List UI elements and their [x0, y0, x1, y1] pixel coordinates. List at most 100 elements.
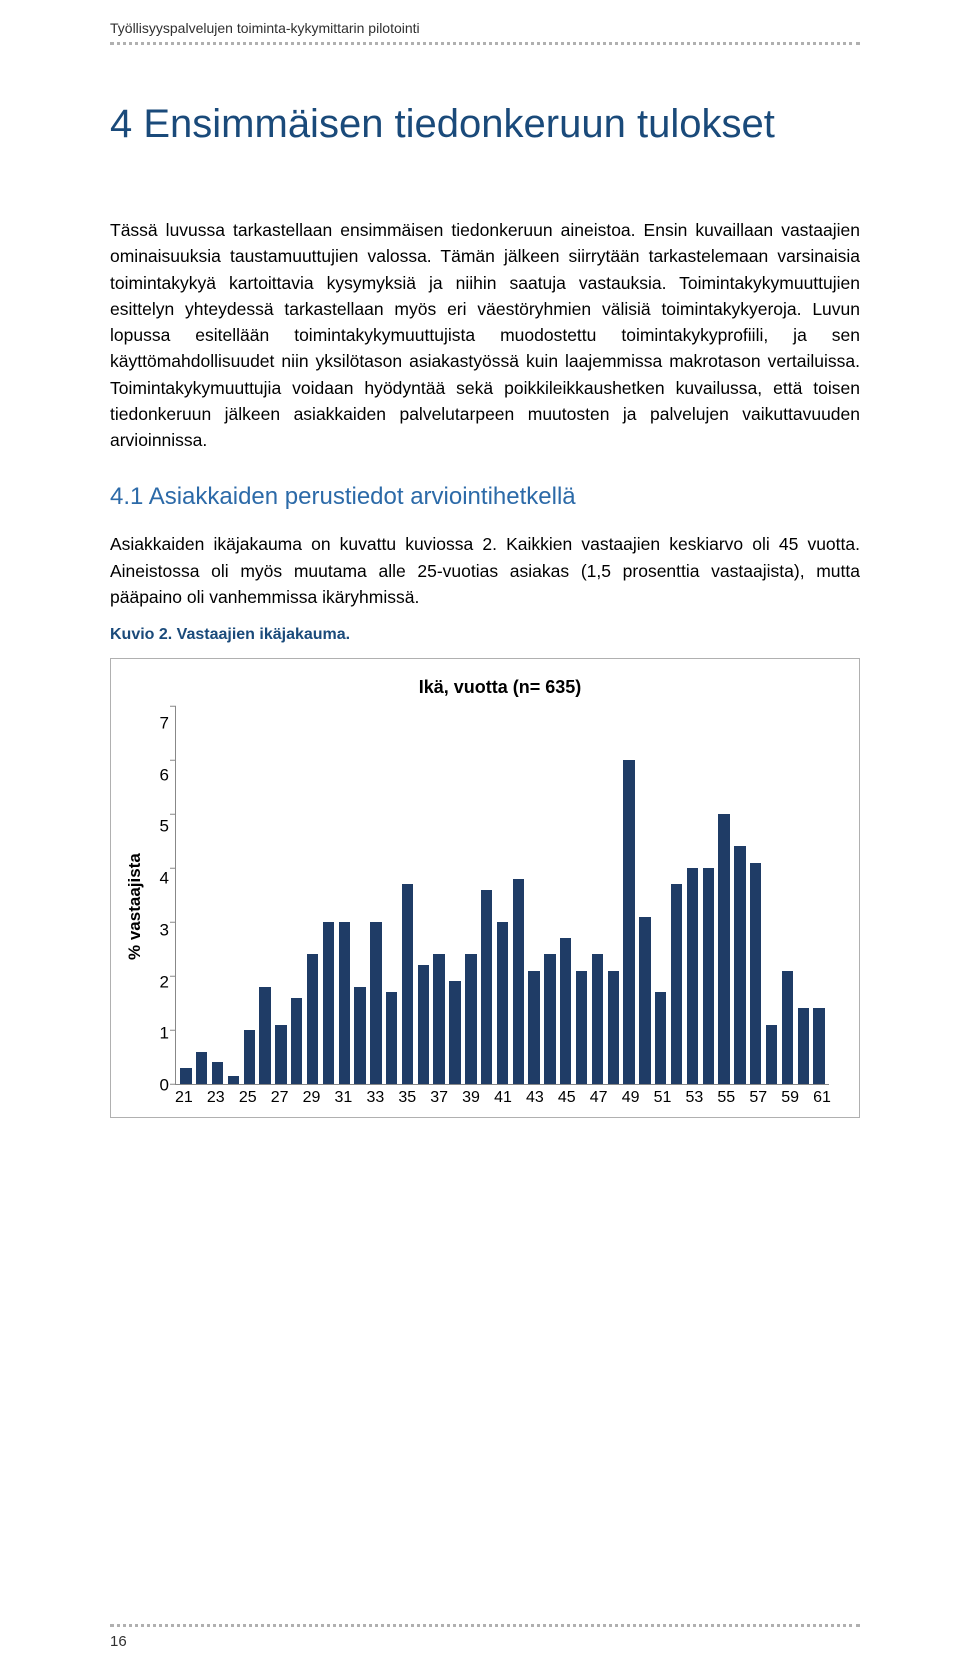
- y-tick: 6: [149, 766, 169, 783]
- bar: [180, 1068, 191, 1084]
- x-tick: 47: [590, 1089, 606, 1107]
- bar-slot: [241, 706, 257, 1084]
- x-tick: 51: [654, 1089, 670, 1107]
- bar-slot: [764, 706, 780, 1084]
- x-tick: 41: [494, 1089, 510, 1107]
- bar-slot: [210, 706, 226, 1084]
- bar: [750, 863, 761, 1084]
- x-tick: [606, 1089, 622, 1107]
- section-heading: 4.1 Asiakkaiden perustiedot arviointihet…: [110, 483, 860, 511]
- x-tick: [701, 1089, 717, 1107]
- bar: [766, 1025, 777, 1084]
- age-distribution-chart: Ikä, vuotta (n= 635) % vastaajista 01234…: [110, 658, 860, 1118]
- bars-area: [175, 706, 829, 1085]
- x-tick: 25: [239, 1089, 255, 1107]
- bar: [433, 954, 444, 1084]
- x-tick: 55: [717, 1089, 733, 1107]
- bar: [608, 971, 619, 1084]
- x-tick: [191, 1089, 207, 1107]
- bar-slot: [384, 706, 400, 1084]
- bar-slot: [669, 706, 685, 1084]
- x-tick: [478, 1089, 494, 1107]
- bar-slot: [368, 706, 384, 1084]
- bar-slot: [289, 706, 305, 1084]
- bar-slot: [590, 706, 606, 1084]
- x-tick: 27: [271, 1089, 287, 1107]
- bar-slot: [542, 706, 558, 1084]
- bar: [275, 1025, 286, 1084]
- bar-slot: [621, 706, 637, 1084]
- bar-slot: [320, 706, 336, 1084]
- x-axis-ticks: 2123252729313335373941434547495153555759…: [175, 1085, 829, 1107]
- bar: [244, 1030, 255, 1084]
- x-tick: 37: [430, 1089, 446, 1107]
- x-tick: [287, 1089, 303, 1107]
- x-tick: 57: [749, 1089, 765, 1107]
- bar-slot: [336, 706, 352, 1084]
- x-tick: [223, 1089, 239, 1107]
- bar: [671, 884, 682, 1084]
- bar: [576, 971, 587, 1084]
- bar: [782, 971, 793, 1084]
- bar-slot: [352, 706, 368, 1084]
- y-tick: 2: [149, 973, 169, 990]
- bar-slot: [447, 706, 463, 1084]
- x-tick: 45: [558, 1089, 574, 1107]
- bar: [259, 987, 270, 1084]
- bar: [196, 1052, 207, 1084]
- x-tick: 35: [398, 1089, 414, 1107]
- x-tick: 61: [813, 1089, 829, 1107]
- bar: [402, 884, 413, 1084]
- x-tick: 33: [366, 1089, 382, 1107]
- bar: [528, 971, 539, 1084]
- x-tick: 43: [526, 1089, 542, 1107]
- chapter-title: 4 Ensimmäisen tiedonkeruun tulokset: [110, 101, 860, 147]
- bar-slot: [305, 706, 321, 1084]
- page-footer: 16: [0, 1624, 960, 1650]
- x-tick: [733, 1089, 749, 1107]
- y-tick: 3: [149, 921, 169, 938]
- x-tick: [670, 1089, 686, 1107]
- bar: [307, 954, 318, 1084]
- bar-slot: [574, 706, 590, 1084]
- bar: [212, 1062, 223, 1084]
- bar: [449, 981, 460, 1084]
- x-tick: [510, 1089, 526, 1107]
- bar-slot: [811, 706, 827, 1084]
- bar-slot: [605, 706, 621, 1084]
- bar-slot: [716, 706, 732, 1084]
- bar: [798, 1008, 809, 1084]
- bar: [323, 922, 334, 1084]
- y-axis-label: % vastaajista: [121, 706, 149, 1107]
- bar-slot: [637, 706, 653, 1084]
- y-tick: 7: [149, 715, 169, 732]
- bar-slot: [510, 706, 526, 1084]
- y-tick: 5: [149, 818, 169, 835]
- bar: [718, 814, 729, 1084]
- bar: [481, 890, 492, 1084]
- x-tick: 23: [207, 1089, 223, 1107]
- x-tick: 49: [622, 1089, 638, 1107]
- figure-caption: Kuvio 2. Vastaajien ikäjakauma.: [110, 626, 860, 644]
- bar: [418, 965, 429, 1084]
- bar-slot: [558, 706, 574, 1084]
- bar-slot: [225, 706, 241, 1084]
- bar-slot: [526, 706, 542, 1084]
- bar-slot: [653, 706, 669, 1084]
- x-tick: [797, 1089, 813, 1107]
- x-tick: [255, 1089, 271, 1107]
- bar: [370, 922, 381, 1084]
- bar-slot: [257, 706, 273, 1084]
- x-tick: 31: [335, 1089, 351, 1107]
- y-axis-ticks: 01234567: [149, 706, 175, 1085]
- x-tick: [765, 1089, 781, 1107]
- page-number: 16: [110, 1633, 860, 1650]
- y-tick: 4: [149, 870, 169, 887]
- x-tick: 59: [781, 1089, 797, 1107]
- bar-slot: [431, 706, 447, 1084]
- bar-slot: [685, 706, 701, 1084]
- bar-slot: [700, 706, 716, 1084]
- running-header: Työllisyyspalvelujen toiminta-kykymittar…: [110, 20, 860, 36]
- bar: [291, 998, 302, 1084]
- bar: [386, 992, 397, 1084]
